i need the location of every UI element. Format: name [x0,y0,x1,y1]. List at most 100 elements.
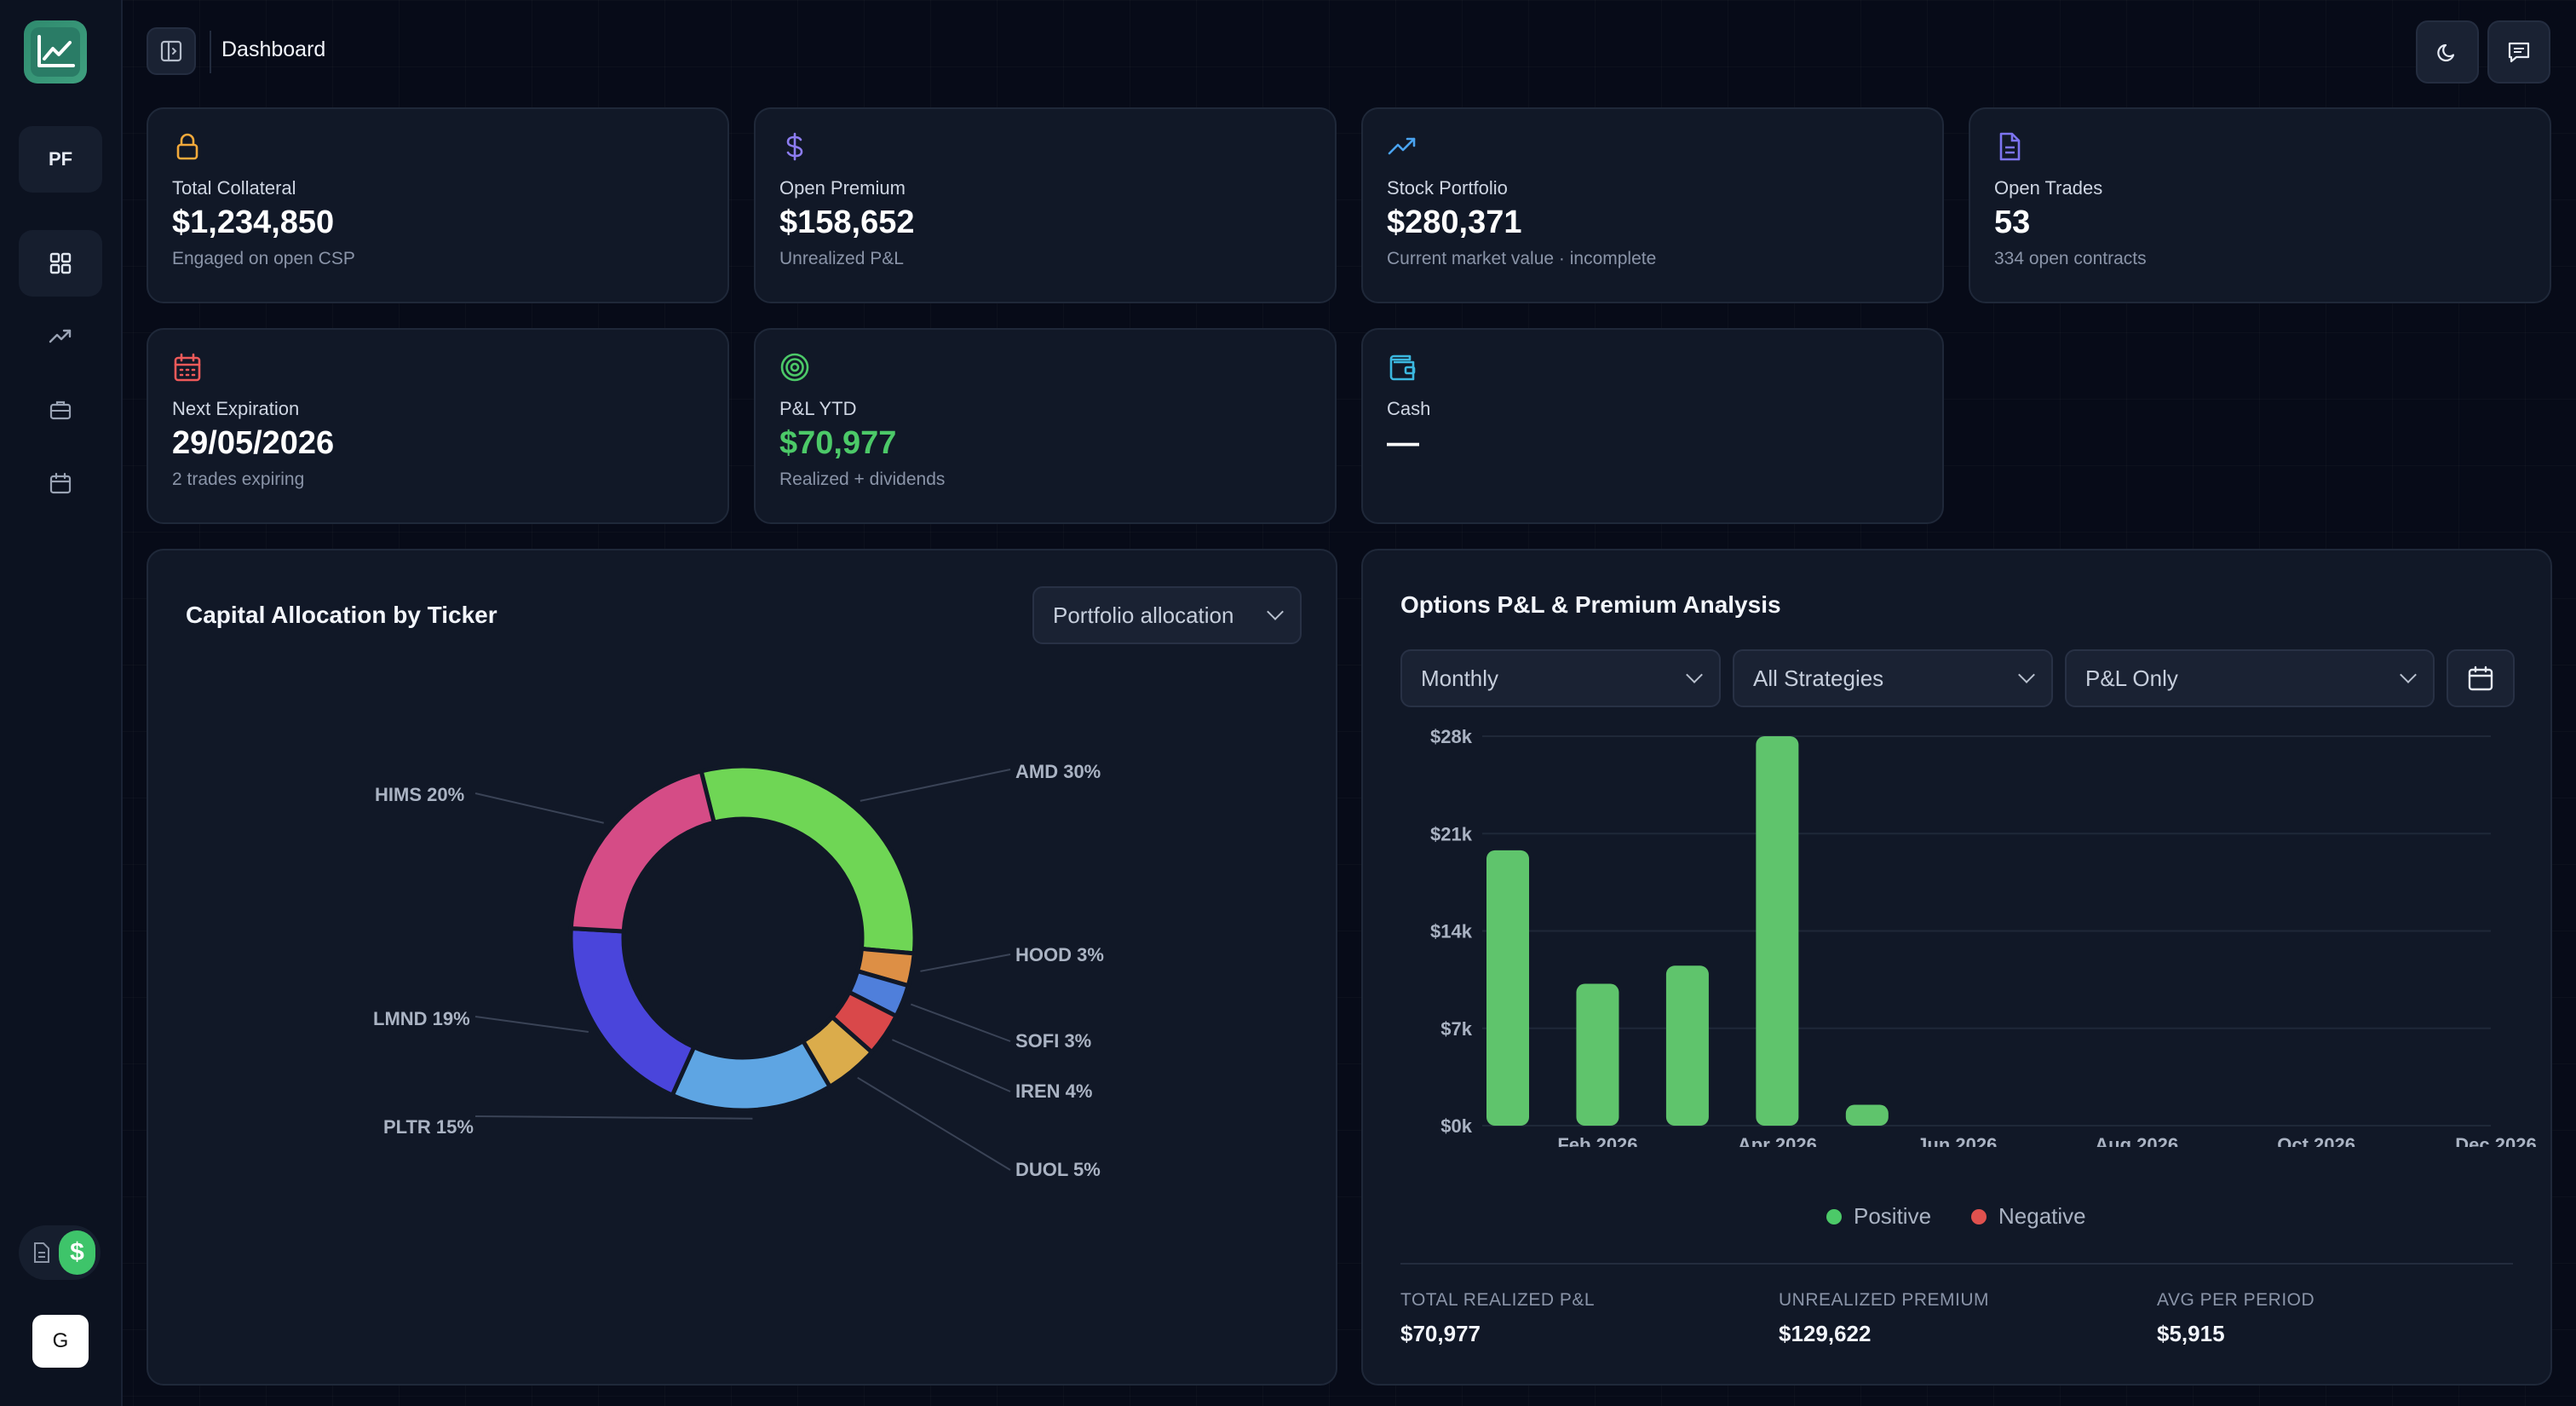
x-tick-label: Apr 2026 [1738,1134,1817,1147]
grid-icon [49,252,72,274]
nav-dashboard[interactable] [19,230,102,297]
slice-label-amd: AMD 30% [1015,761,1101,782]
user-avatar[interactable]: G [32,1315,89,1368]
pnl-title: Options P&L & Premium Analysis [1400,591,1781,618]
stat-card-next-expiration: Next Expiration 29/05/2026 2 trades expi… [147,328,729,524]
summary-label: UNREALIZED PREMIUM [1779,1290,1990,1310]
target-icon [780,353,809,382]
lock-icon [176,133,198,160]
app-logo[interactable] [24,20,87,84]
stat-label: Next Expiration [172,398,300,419]
y-tick-label: $21k [1430,823,1473,844]
stat-subtext: 2 trades expiring [172,470,305,489]
stat-card-cash: Cash — [1361,328,1944,524]
stat-label: Open Premium [779,177,906,199]
y-tick-label: $7k [1440,1018,1472,1040]
page-title: Dashboard [221,37,326,61]
toggle-document-option[interactable] [24,1230,59,1275]
pnl-panel: Options P&L & Premium Analysis Monthly A… [1361,549,2552,1386]
leader-line-hood [920,954,1011,972]
slice-label-pltr: PLTR 15% [383,1116,474,1138]
header-divider [210,31,211,73]
nav-calendar[interactable] [19,450,102,516]
slice-label-sofi: SOFI 3% [1015,1030,1092,1052]
donut-slice-hims[interactable] [568,768,717,934]
summary-divider [1400,1263,2513,1265]
donut-slice-amd[interactable] [699,764,917,956]
legend-label: Negative [1998,1203,2086,1229]
allocation-view-select[interactable]: Portfolio allocation [1032,586,1302,644]
bar-may-2026[interactable] [1845,1104,1889,1126]
period-value: Monthly [1421,665,1499,691]
donut-slice-pltr[interactable] [669,1038,833,1113]
calendar-icon [49,472,72,494]
stat-card-pnl-ytd: P&L YTD $70,977 Realized + dividends [754,328,1337,524]
chat-button[interactable] [2487,20,2550,84]
x-tick-label: Oct 2026 [2277,1134,2355,1147]
date-range-button[interactable] [2447,649,2515,707]
stat-label: Stock Portfolio [1387,177,1508,199]
trending-up-icon [49,329,72,343]
stat-value: $280,371 [1387,205,1522,240]
legend-label: Positive [1854,1203,1932,1229]
y-tick-label: $28k [1430,726,1473,747]
mode-toggle[interactable]: $ [19,1225,101,1280]
legend-positive: Positive [1826,1203,1931,1230]
bar-apr-2026[interactable] [1756,736,1799,1126]
wallet-icon [1389,354,1416,381]
leader-line-sofi [910,1003,1011,1042]
allocation-panel: Capital Allocation by Ticker Portfolio a… [147,549,1337,1386]
document-icon [1999,132,2021,161]
stat-card-total-collateral: Total Collateral $1,234,850 Engaged on o… [147,107,729,303]
stat-subtext: Current market value · incomplete [1387,249,1657,268]
portfolio-badge[interactable]: PF [19,126,102,193]
leader-line-lmnd [474,1016,589,1034]
allocation-donut-chart [474,764,1011,1171]
legend-dot-positive [1826,1208,1842,1224]
stat-subtext: 334 open contracts [1994,249,2147,268]
strategy-select[interactable]: All Strategies [1733,649,2053,707]
summary-value: $70,977 [1400,1321,1481,1346]
stat-subtext: Unrealized P&L [779,249,904,268]
toggle-dollar-option[interactable]: $ [59,1230,95,1275]
dollar-icon [786,132,803,161]
leader-line-pltr [474,1115,753,1120]
leader-line-amd [860,769,1011,802]
bar-feb-2026[interactable] [1576,983,1619,1126]
pnl-bar-chart: $0k $7k $14k $21k $28k Feb 2026 Apr 2026 Jun 20… [1430,726,2537,1147]
y-tick-label: $0k [1440,1115,1472,1137]
theme-toggle-button[interactable] [2416,20,2479,84]
trending-up-icon [1388,137,1416,155]
stat-value: $1,234,850 [172,205,335,240]
donut-slice-lmnd[interactable] [568,925,697,1098]
document-icon [33,1242,49,1263]
allocation-title: Capital Allocation by Ticker [186,602,497,628]
stat-subtext: Engaged on open CSP [172,249,355,268]
moon-icon [2437,43,2455,62]
stat-label: Cash [1387,398,1431,419]
calendar-icon [2468,666,2493,691]
stat-value: — [1387,425,1419,461]
x-tick-label: Jun 2026 [1917,1134,1997,1147]
metric-select[interactable]: P&L Only [2065,649,2435,707]
stat-label: Open Trades [1994,177,2103,199]
x-tick-label: Aug 2026 [2095,1134,2178,1147]
period-select[interactable]: Monthly [1400,649,1721,707]
slice-label-lmnd: LMND 19% [373,1008,470,1029]
stat-value: $70,977 [779,425,897,461]
stat-card-open-trades: Open Trades 53 334 open contracts [1969,107,2551,303]
bar-mar-2026[interactable] [1665,965,1709,1126]
nav-portfolio[interactable] [19,377,102,443]
message-icon [2508,42,2530,63]
sidebar-toggle-button[interactable] [147,27,196,75]
slice-label-iren: IREN 4% [1015,1080,1093,1102]
legend-dot-negative [1971,1208,1987,1224]
x-tick-label: Dec 2026 [2455,1134,2536,1147]
metric-value: P&L Only [2085,665,2178,691]
bar-jan-2026[interactable] [1486,850,1529,1126]
summary-value: $129,622 [1779,1321,1872,1346]
nav-performance[interactable] [19,303,102,370]
leader-line-iren [891,1039,1011,1092]
strategy-value: All Strategies [1753,665,1884,691]
summary-label: TOTAL REALIZED P&L [1400,1290,1596,1310]
